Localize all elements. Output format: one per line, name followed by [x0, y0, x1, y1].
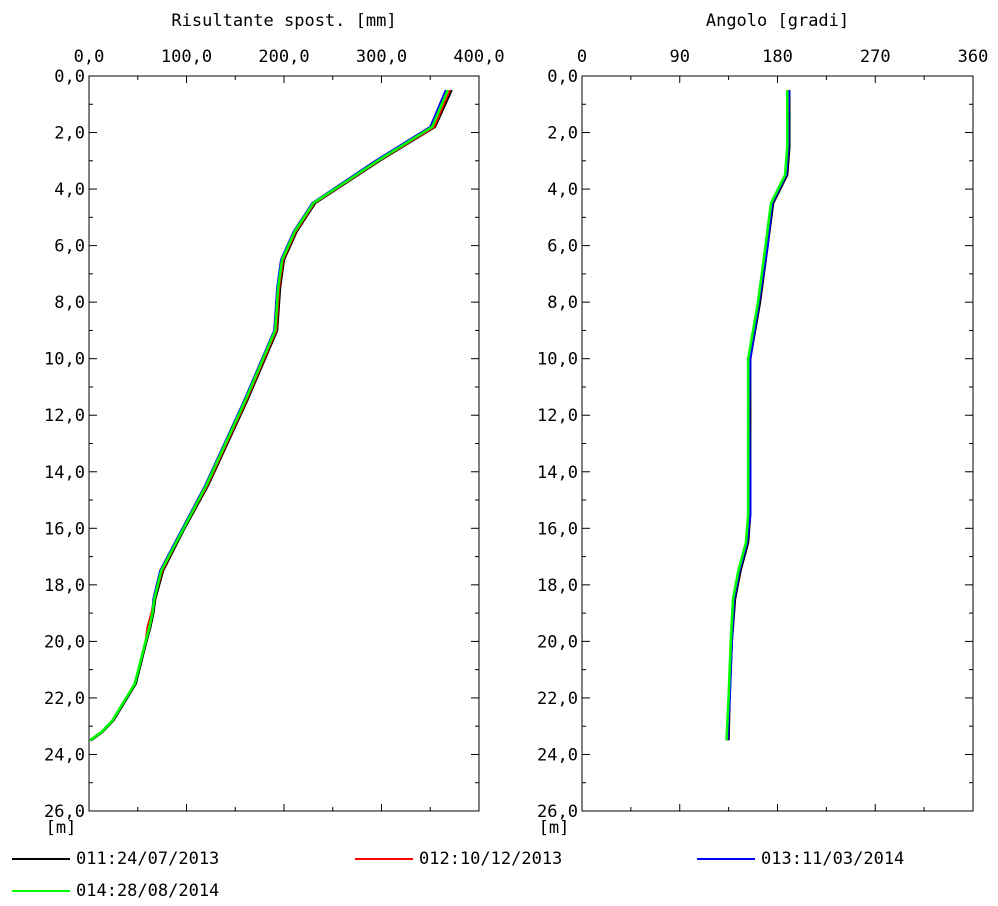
displacement-y-tick-label: 10,0: [44, 350, 85, 370]
angle-y-unit-label: [m]: [539, 818, 570, 838]
angle-x-tick-label: 0: [577, 47, 587, 67]
displacement-y-tick-label: 14,0: [44, 463, 85, 483]
angle-title: Angolo [gradi]: [706, 11, 849, 31]
displacement-y-tick-label: 26,0: [44, 802, 85, 822]
angle-y-tick-label: 18,0: [537, 576, 578, 596]
angle-plot-frame: [581, 75, 974, 812]
legend-label-series-4: 014:28/08/2014: [76, 881, 220, 901]
displacement-y-tick-label: 16,0: [44, 519, 85, 539]
angle-x-tick-label: 180: [762, 47, 793, 67]
legend-item-series-2: 012:10/12/2013: [355, 846, 562, 872]
displacement-y-tick-label: 2,0: [54, 124, 85, 144]
angle-y-tick-label: 16,0: [537, 519, 578, 539]
displacement-x-tick-label: 0,0: [74, 47, 105, 67]
displacement-plot-frame: [88, 75, 480, 812]
angle-y-tick-label: 14,0: [537, 463, 578, 483]
angle-x-tick-label: 270: [860, 47, 891, 67]
legend-label-series-1: 011:24/07/2013: [76, 849, 220, 869]
legend-swatch-series-2: [355, 858, 413, 860]
displacement-y-tick-label: 8,0: [54, 293, 85, 313]
displacement-x-tick-label: 100,0: [161, 47, 212, 67]
legend-label-series-2: 012:10/12/2013: [419, 849, 563, 869]
legend-item-series-1: 011:24/07/2013: [12, 846, 219, 872]
angle-y-tick-label: 10,0: [537, 350, 578, 370]
displacement-x-tick-label: 200,0: [258, 47, 309, 67]
legend-label-series-3: 013:11/03/2014: [761, 849, 905, 869]
legend-swatch-series-3: [697, 858, 755, 860]
displacement-y-tick-label: 22,0: [44, 689, 85, 709]
angle-x-tick-label: 360: [958, 47, 989, 67]
displacement-y-tick-label: 4,0: [54, 180, 85, 200]
displacement-x-tick-label: 300,0: [356, 47, 407, 67]
legend: 011:24/07/2013 012:10/12/2013 013:11/03/…: [0, 842, 998, 906]
angle-y-tick-label: 22,0: [537, 689, 578, 709]
angle-y-tick-label: 6,0: [547, 237, 578, 257]
angle-y-tick-label: 8,0: [547, 293, 578, 313]
displacement-y-tick-label: 20,0: [44, 632, 85, 652]
chart-risultante-spostamento: Risultante spost. [mm] 0,0 100,0 200,0 300,0…: [44, 11, 505, 838]
legend-swatch-series-1: [12, 858, 70, 860]
angle-y-tick-label: 12,0: [537, 406, 578, 426]
displacement-x-tick-label: 400,0: [453, 47, 504, 67]
angle-y-tick-label: 2,0: [547, 124, 578, 144]
legend-swatch-series-4: [12, 890, 70, 892]
angle-y-tick-label: 24,0: [537, 745, 578, 765]
displacement-title: Risultante spost. [mm]: [171, 11, 396, 31]
displacement-y-tick-label: 24,0: [44, 745, 85, 765]
displacement-y-tick-label: 12,0: [44, 406, 85, 426]
displacement-series-line-4: [89, 89, 449, 742]
displacement-series-line-3: [89, 89, 447, 742]
displacement-y-tick-label: 18,0: [44, 576, 85, 596]
displacement-y-tick-label: 6,0: [54, 237, 85, 257]
displacement-y-unit-label: [m]: [46, 818, 77, 838]
angle-y-tick-label: 0,0: [547, 67, 578, 87]
angle-y-tick-label: 20,0: [537, 632, 578, 652]
legend-item-series-4: 014:28/08/2014: [12, 878, 219, 904]
angle-series-line-4: [725, 90, 789, 741]
chart-angolo: Angolo [gradi] 0 90 180 270 360 0,0 2,0 4,0 6,0 8,…: [537, 11, 988, 838]
displacement-y-tick-label: 0,0: [54, 67, 85, 87]
angle-x-tick-label: 90: [670, 47, 690, 67]
angle-y-tick-label: 4,0: [547, 180, 578, 200]
angle-y-tick-label: 26,0: [537, 802, 578, 822]
legend-item-series-3: 013:11/03/2014: [697, 846, 904, 872]
